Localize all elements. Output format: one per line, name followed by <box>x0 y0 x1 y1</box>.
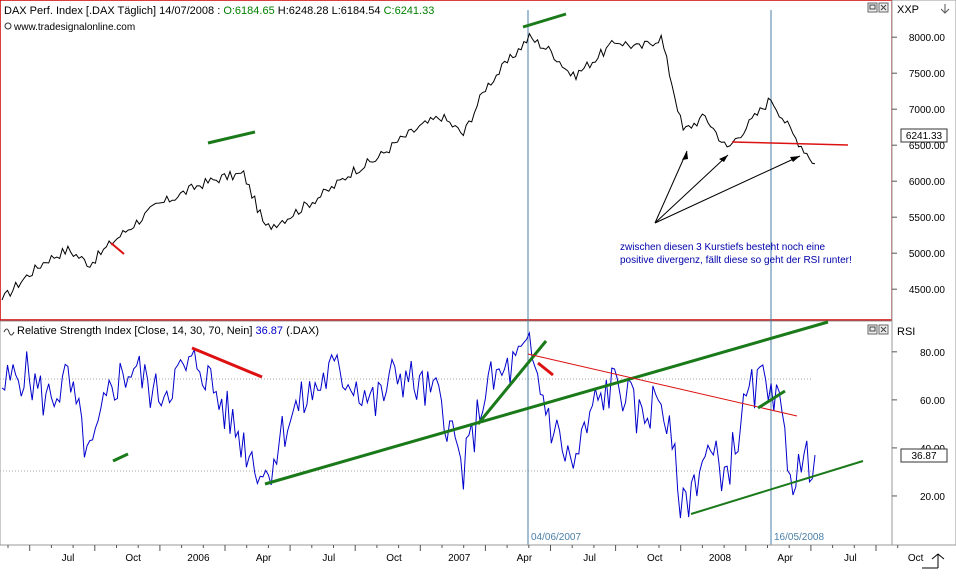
axis-tool-icon[interactable] <box>922 553 945 569</box>
rsi-axis-symbol: RSI <box>897 326 915 338</box>
arrow-1 <box>654 150 688 224</box>
support-line <box>731 141 849 146</box>
rsi-header-value: 36.87 <box>255 325 283 337</box>
price-panel-controls <box>867 2 889 13</box>
price-green-trend-2007 <box>522 12 567 29</box>
rsi-red-mark-2007 <box>537 361 554 377</box>
x-axis-ticks: Jul Oct 2006 Apr Jul Oct 2007 Apr Jul Oct 2008 Apr J… <box>7 545 924 564</box>
rsi-close-glyph <box>880 326 887 333</box>
price-green-trend-2006 <box>207 130 256 145</box>
x-tick-label-12: Jul <box>844 553 857 564</box>
price-y-tick-label-0: 8000.00 <box>909 33 946 44</box>
annotation-line-1: zwischen diesen 3 Kurstiefs besteht noch… <box>620 242 826 253</box>
price-last-value-box <box>900 128 948 143</box>
x-tick-label-4: Jul <box>322 553 335 564</box>
rsi-header: Relative Strength Index [Close, 14, 30, … <box>17 325 319 337</box>
rsi-last-value: 36.87 <box>911 451 936 462</box>
rsi-green-support-2008 <box>690 460 864 515</box>
rsi-y-tick-label-1: 60.00 <box>920 396 945 407</box>
x-tick-label-13: Oct <box>908 553 924 564</box>
rsi-green-mark-2005 <box>112 452 129 463</box>
price-red-mark-2005 <box>110 242 125 255</box>
price-header-title: DAX Perf. Index [.DAX Täglich] 14/07/200… <box>4 5 223 17</box>
price-last-value: 6241.33 <box>906 131 943 142</box>
x-tick-label-5: Oct <box>386 553 402 564</box>
price-y-tick-label-7: 4500.00 <box>909 285 946 296</box>
x-tick-label-9: Oct <box>647 553 663 564</box>
rsi-y-tick-label-0: 80.00 <box>920 348 945 359</box>
ohlc-open: O:6184.65 <box>223 5 274 17</box>
x-tick-label-10: 2008 <box>709 553 732 564</box>
x-tick-label-2: 2006 <box>187 553 210 564</box>
x-tick-label-6: 2007 <box>448 553 471 564</box>
arrows-group <box>654 150 801 224</box>
rsi-header-title: Relative Strength Index [Close, 14, 30, … <box>17 325 255 337</box>
arrow-3-head <box>790 156 800 162</box>
rsi-red-trend-2006 <box>191 346 263 379</box>
price-close-glyph <box>880 4 887 11</box>
price-y-tick-label-4: 6000.00 <box>909 177 946 188</box>
price-restore-glyph <box>869 4 876 10</box>
marker-date-2: 16/05/2008 <box>774 532 824 543</box>
rsi-header-suffix: (.DAX) <box>283 325 319 337</box>
rsi-last-value-box <box>900 448 948 463</box>
annotation-line-2: positive divergenz, fällt diese so geht … <box>620 255 852 266</box>
rsi-restore-icon[interactable] <box>867 324 878 335</box>
x-tick-label-0: Jul <box>62 553 75 564</box>
indicator-wave-icon <box>3 328 15 336</box>
price-axis-symbol: XXP <box>897 4 919 16</box>
rsi-green-mark-2008 <box>757 389 786 410</box>
arrow-2 <box>654 154 729 224</box>
rsi-y-tick-label-3: 20.00 <box>920 492 945 503</box>
price-y-ticks: 8000.00 7500.00 7000.00 6500.00 6000.00 5500.… <box>892 33 945 296</box>
scroll-down-icon[interactable] <box>940 4 950 14</box>
x-tick-label-3: Apr <box>256 553 272 564</box>
price-y-tick-label-6: 5000.00 <box>909 249 946 260</box>
x-tick-label-8: Jul <box>583 553 596 564</box>
arrow-2-head <box>719 155 728 162</box>
price-y-tick-label-2: 7000.00 <box>909 105 946 116</box>
rsi-long-support <box>264 320 829 486</box>
marker-date-1: 04/06/2007 <box>531 532 581 543</box>
price-y-tick-label-1: 7500.00 <box>909 69 946 80</box>
x-tick-label-11: Apr <box>777 553 793 564</box>
price-y-tick-label-5: 5500.00 <box>909 213 946 224</box>
ohlc-close: C:6241.33 <box>381 5 435 17</box>
arrow-3 <box>654 155 801 224</box>
price-restore-icon[interactable] <box>867 2 878 13</box>
rsi-series-line <box>1 330 816 519</box>
price-series-line <box>1 32 816 301</box>
rsi-red-resistance <box>527 353 798 417</box>
rsi-restore-glyph <box>869 326 876 332</box>
ohlc-low: L:6184.54 <box>329 5 381 17</box>
price-header: DAX Perf. Index [.DAX Täglich] 14/07/200… <box>4 5 434 17</box>
x-tick-label-1: Oct <box>125 553 141 564</box>
source-label: www.tradesignalonline.com <box>13 22 135 33</box>
x-tick-label-7: Apr <box>517 553 533 564</box>
source-globe-icon <box>4 22 12 30</box>
ohlc-high: H:6248.28 <box>275 5 329 17</box>
arrow-1-head <box>682 151 688 160</box>
rsi-green-steep <box>476 340 548 425</box>
rsi-panel-controls <box>867 324 889 335</box>
price-y-tick-label-3: 6500.00 <box>909 141 946 152</box>
price-panel-frame <box>0 0 893 321</box>
price-axis-area <box>891 0 956 546</box>
